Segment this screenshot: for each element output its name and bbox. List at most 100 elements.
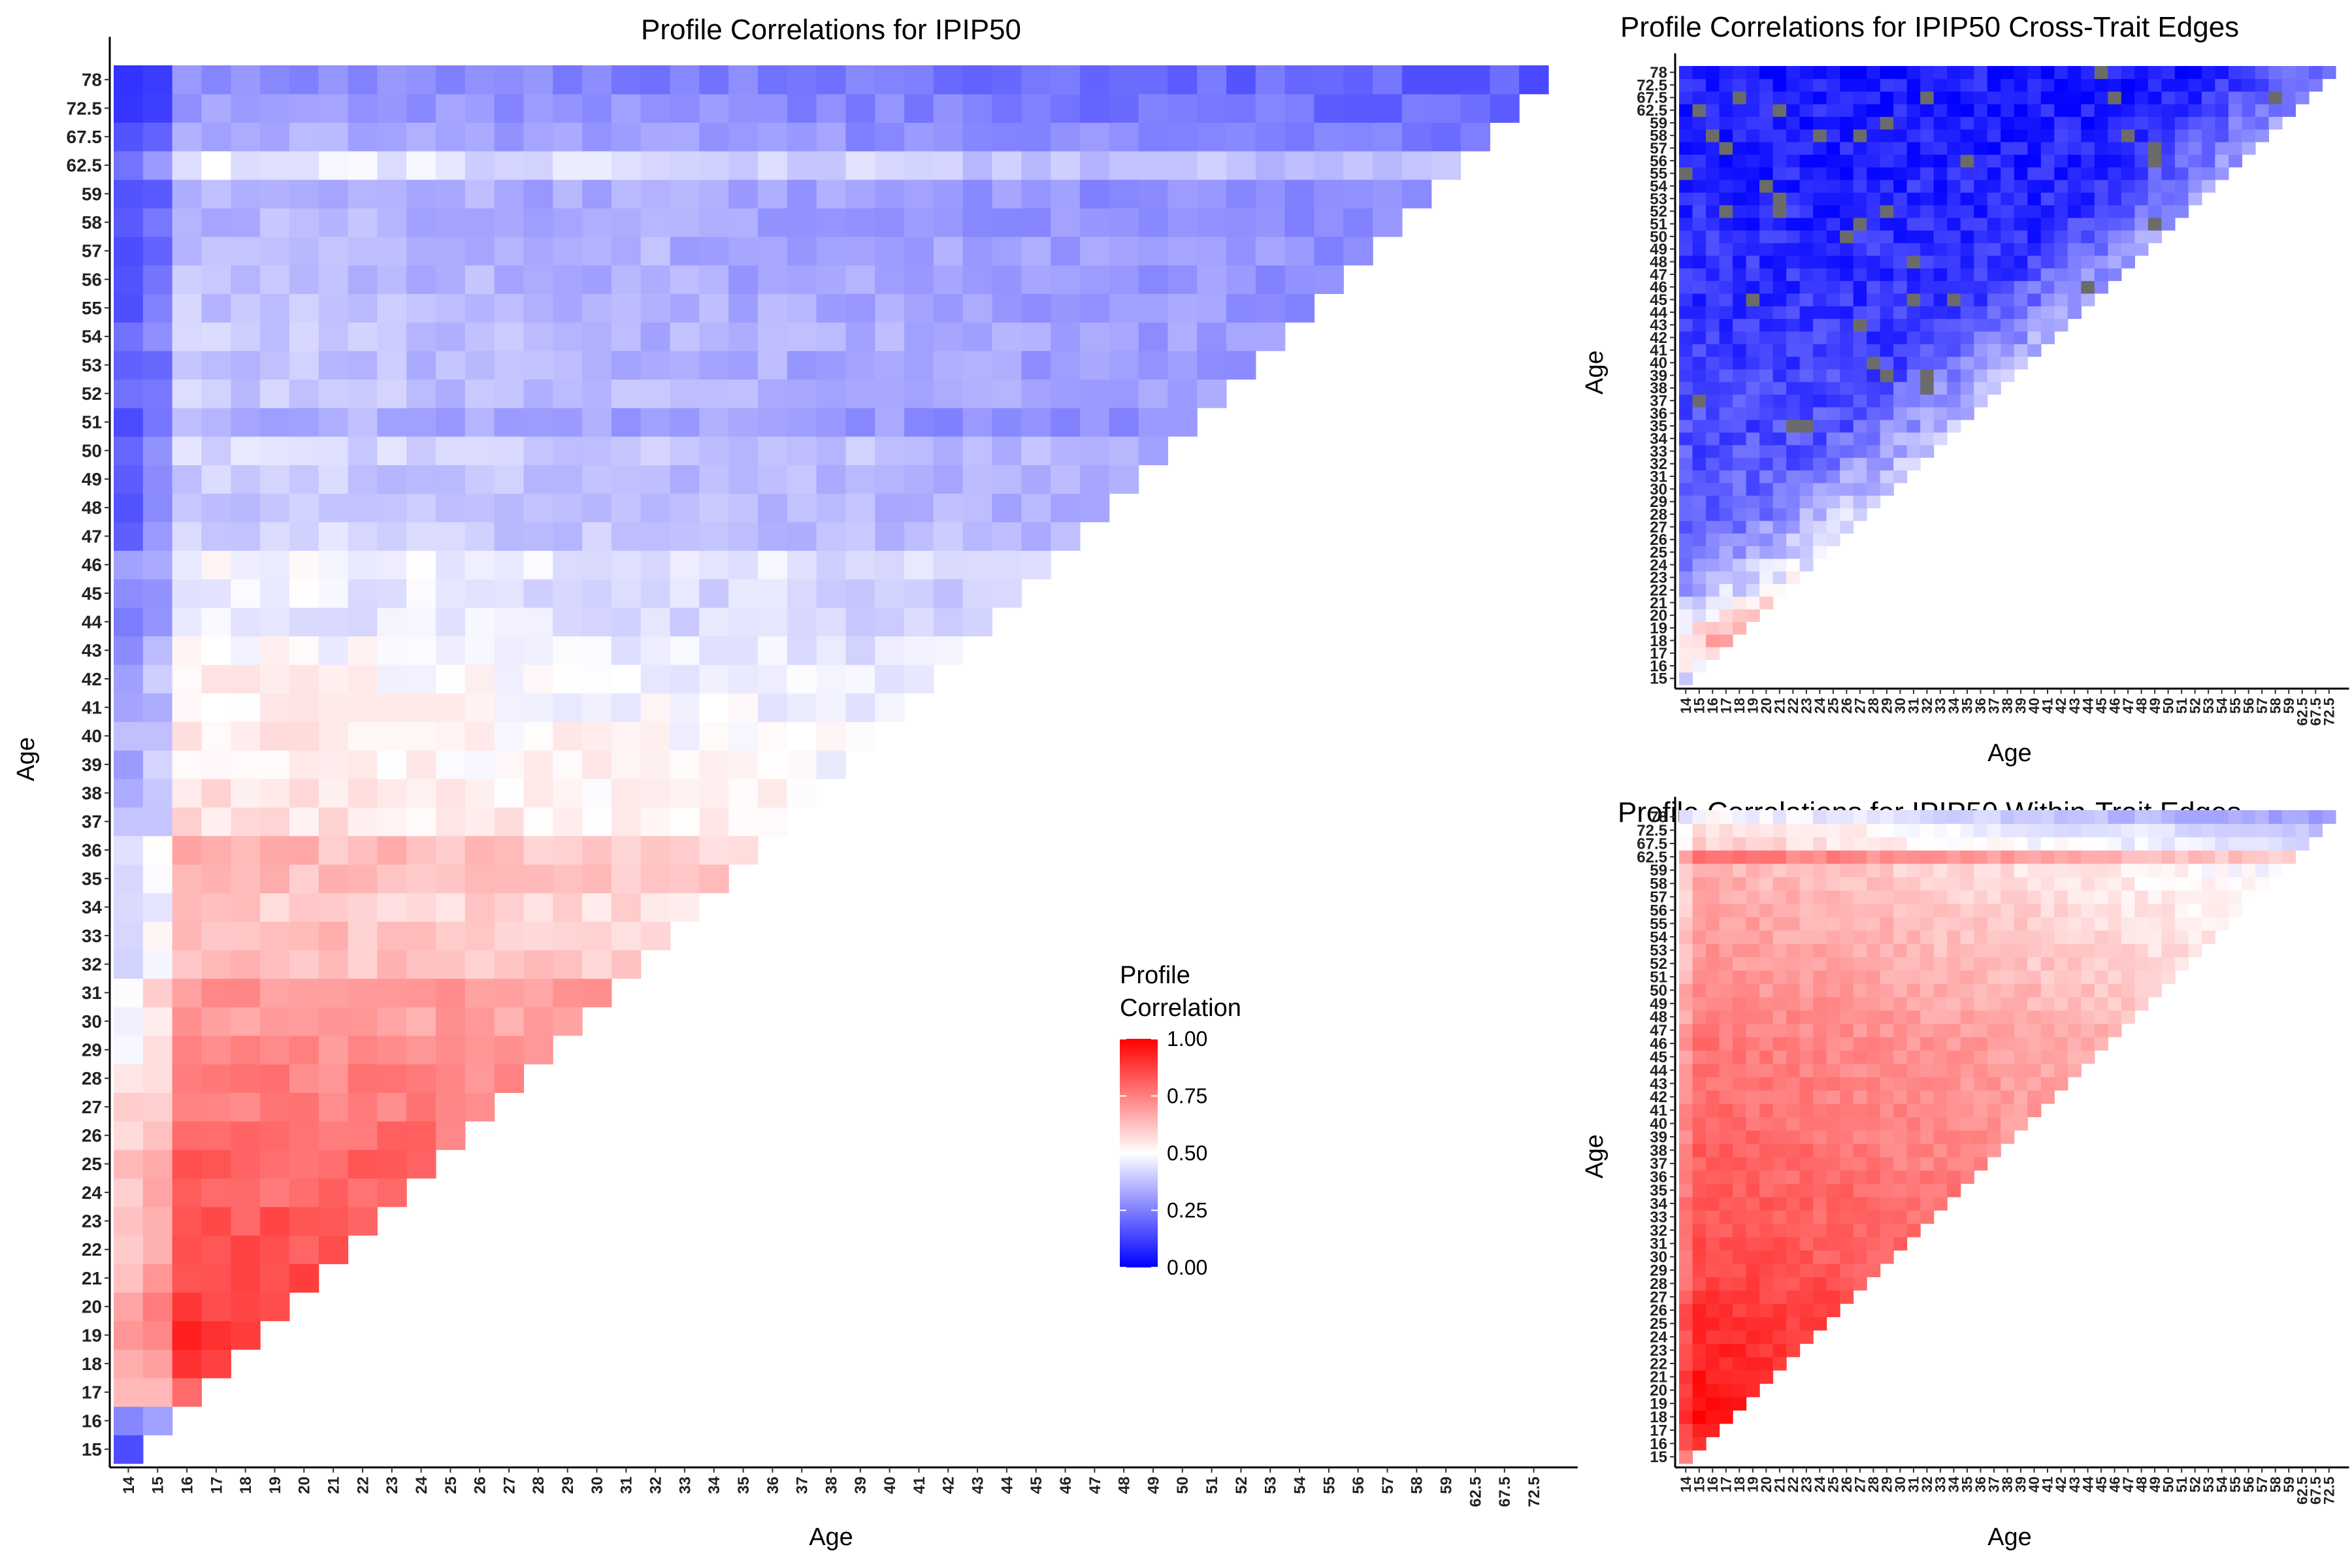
heatmap-cell <box>2295 810 2310 825</box>
heatmap-cell <box>2148 167 2162 180</box>
heatmap-cell <box>1974 167 1988 180</box>
heatmap-cell <box>611 864 642 894</box>
heatmap-cell <box>1679 1437 1693 1451</box>
y-tick-label: 41 <box>1650 1102 1667 1120</box>
heatmap-cell <box>1960 836 1974 851</box>
heatmap-cell <box>1746 394 1760 408</box>
heatmap-cell <box>1880 1183 1894 1198</box>
heatmap-cell <box>2040 230 2055 244</box>
heatmap-cell <box>640 892 671 922</box>
heatmap-cell <box>2027 850 2042 864</box>
heatmap-cell <box>465 265 495 294</box>
heatmap-cell <box>1733 970 1747 984</box>
heatmap-cell <box>1947 406 1961 420</box>
heatmap-cell <box>2027 1063 2042 1077</box>
heatmap-cell <box>231 864 261 894</box>
heatmap-cell <box>1733 1077 1747 1091</box>
heatmap-cell <box>1920 863 1935 877</box>
heatmap-cell <box>1826 167 1840 180</box>
x-tick-label: 16 <box>1705 698 1721 713</box>
heatmap-cell <box>289 436 319 466</box>
heatmap-cell <box>1813 495 1827 509</box>
heatmap-cell <box>1867 91 1881 105</box>
heatmap-cell <box>289 1007 319 1036</box>
heatmap-cell <box>1772 444 1787 458</box>
heatmap-cell <box>1960 394 1974 408</box>
heatmap-cell <box>2134 66 2149 79</box>
heatmap-cell <box>1906 1023 1921 1037</box>
heatmap-cell <box>611 408 642 437</box>
heatmap-cell <box>1706 1237 1720 1251</box>
heatmap-cell <box>2148 823 2162 838</box>
heatmap-cell <box>1960 306 1974 319</box>
heatmap-cell <box>757 179 788 208</box>
heatmap-cell <box>1974 66 1988 79</box>
heatmap-cell <box>1021 65 1051 95</box>
heatmap-cell <box>2081 970 2095 984</box>
heatmap-cell <box>670 379 700 408</box>
heatmap-cell <box>611 750 642 779</box>
heatmap-cell <box>1759 217 1774 231</box>
heatmap-cell <box>1840 890 1854 904</box>
heatmap-cell <box>1109 293 1139 323</box>
heatmap-cell <box>1733 293 1747 306</box>
heatmap-cell <box>1759 1103 1774 1117</box>
x-tick-label: 23 <box>1799 1477 1815 1492</box>
heatmap-cell <box>377 579 407 608</box>
heatmap-cell <box>1679 956 1693 971</box>
heatmap-cell <box>1867 331 1881 344</box>
heatmap-cell <box>1920 103 1935 117</box>
heatmap-cell <box>1853 406 1867 420</box>
heatmap-cell <box>1840 850 1854 864</box>
heatmap-cell <box>640 65 671 95</box>
heatmap-cell <box>114 237 144 266</box>
heatmap-cell <box>1786 903 1801 917</box>
heatmap-cell <box>2027 1036 2042 1051</box>
heatmap-cell <box>1759 230 1774 244</box>
heatmap-cell <box>1933 1010 1948 1024</box>
heatmap-cell <box>1933 1077 1948 1091</box>
heatmap-cell <box>1109 322 1139 351</box>
heatmap-cell <box>611 493 642 523</box>
heatmap-cell <box>1759 470 1774 483</box>
heatmap-cell <box>377 408 407 437</box>
heatmap-cell <box>1746 1103 1760 1117</box>
heatmap-cell <box>1813 1237 1827 1251</box>
heatmap-cell <box>377 1178 407 1207</box>
heatmap-cell <box>1197 379 1227 408</box>
heatmap-cell <box>1947 1170 1961 1184</box>
heatmap-cell <box>1853 1183 1867 1198</box>
x-tick-label: 16 <box>1705 1477 1721 1492</box>
heatmap-cell <box>2121 970 2135 984</box>
y-tick-label: 50 <box>1650 982 1667 1000</box>
heatmap-cell <box>348 750 378 779</box>
heatmap-cell <box>757 379 788 408</box>
heatmap-cell <box>2027 318 2042 332</box>
heatmap-cell <box>2040 141 2055 155</box>
heatmap-cell <box>1401 179 1432 208</box>
heatmap-cell <box>1692 1156 1707 1171</box>
heatmap-cell <box>2148 66 2162 79</box>
heatmap-cell <box>1960 1050 1974 1064</box>
heatmap-cell <box>845 636 875 665</box>
heatmap-cell <box>348 693 378 723</box>
heatmap-cell <box>1813 930 1827 944</box>
heatmap-cell <box>1772 996 1787 1011</box>
heatmap-cell <box>2054 280 2068 294</box>
y-tick-label: 56 <box>1650 902 1667 919</box>
heatmap-cell <box>260 493 290 523</box>
heatmap-cell <box>1813 836 1827 851</box>
heatmap-cell <box>1893 154 1908 168</box>
heatmap-cell <box>1960 167 1974 180</box>
heatmap-cell <box>2067 943 2082 958</box>
heatmap-cell <box>728 208 759 237</box>
heatmap-cell <box>1813 242 1827 256</box>
heatmap-cell <box>289 550 319 580</box>
heatmap-cell <box>2201 863 2216 877</box>
heatmap-cell <box>2121 129 2135 142</box>
x-tick-label: 62.5 <box>1467 1477 1484 1507</box>
heatmap-cell <box>1679 596 1693 610</box>
heatmap-cell <box>1746 1356 1760 1371</box>
heatmap-cell <box>2201 66 2216 79</box>
x-tick-label: 24 <box>1812 697 1828 713</box>
